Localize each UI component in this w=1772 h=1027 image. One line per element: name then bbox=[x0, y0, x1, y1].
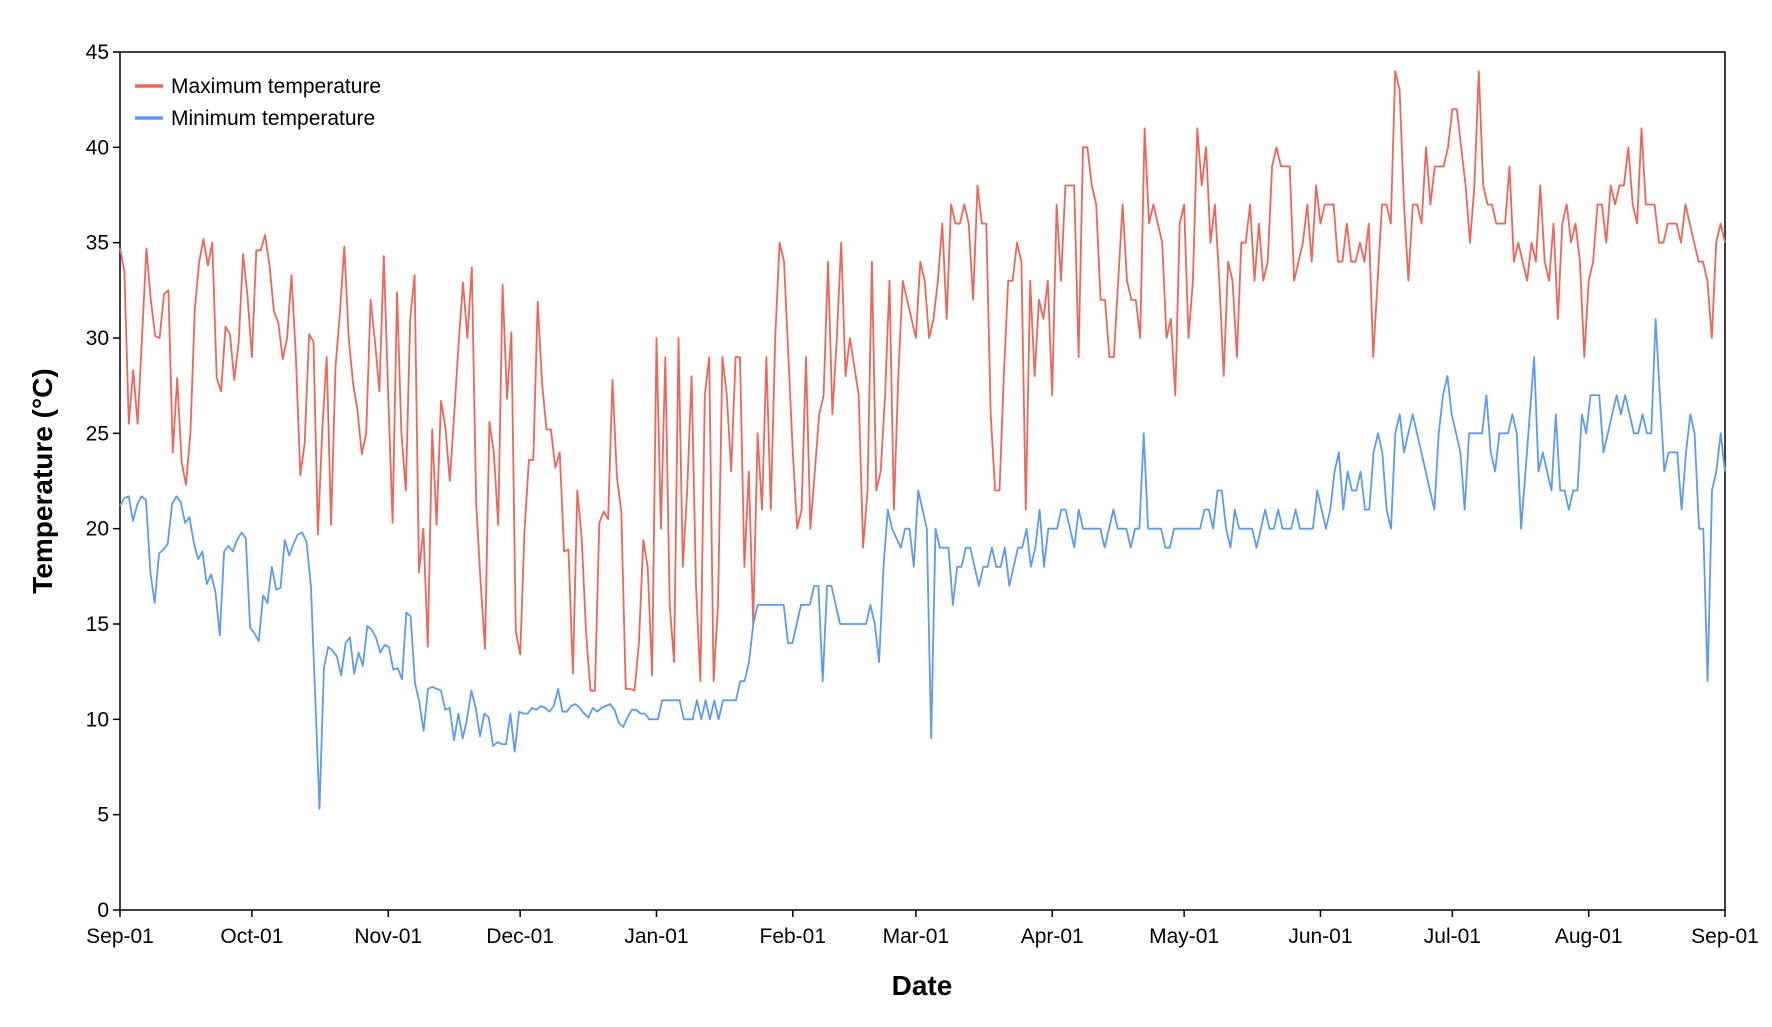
y-tick-label: 0 bbox=[97, 899, 109, 922]
y-tick-label: 45 bbox=[86, 41, 109, 64]
x-tick-label: Oct-01 bbox=[220, 925, 283, 948]
x-tick-label: Mar-01 bbox=[883, 925, 950, 948]
y-tick-label: 20 bbox=[86, 518, 109, 541]
legend-label-minimum-temperature: Minimum temperature bbox=[171, 107, 375, 130]
x-tick-label: Jun-01 bbox=[1288, 925, 1352, 948]
x-tick-label: Sep-01 bbox=[86, 925, 154, 948]
y-axis-title: Temperature (°C) bbox=[27, 368, 58, 593]
y-axis: 0 5 10 15 20 25 30 35 40 45 bbox=[86, 41, 120, 922]
x-tick-label: Feb-01 bbox=[760, 925, 827, 948]
x-axis: Sep-01 Oct-01 Nov-01 Dec-01 Jan-01 Feb-01 Mar-… bbox=[86, 910, 1759, 948]
x-tick-label: Aug-01 bbox=[1555, 925, 1623, 948]
x-tick-label: Jul-01 bbox=[1424, 925, 1481, 948]
x-tick-label: Nov-01 bbox=[354, 925, 422, 948]
y-tick-label: 30 bbox=[86, 327, 109, 350]
series-line-maximum-temperature bbox=[119, 70, 1726, 692]
x-tick-label: May-01 bbox=[1149, 925, 1219, 948]
y-tick-label: 15 bbox=[86, 613, 109, 636]
x-tick-label: Dec-01 bbox=[486, 925, 554, 948]
legend-label-maximum-temperature: Maximum temperature bbox=[171, 75, 381, 98]
series-layer bbox=[119, 70, 1726, 810]
legend: Maximum temperature Minimum temperature bbox=[135, 75, 381, 130]
y-tick-label: 25 bbox=[86, 422, 109, 445]
y-tick-label: 35 bbox=[86, 232, 109, 255]
x-tick-label: Sep-01 bbox=[1691, 925, 1759, 948]
x-tick-label: Jan-01 bbox=[624, 925, 688, 948]
y-tick-label: 40 bbox=[86, 136, 109, 159]
y-tick-label: 10 bbox=[86, 708, 109, 731]
x-tick-label: Apr-01 bbox=[1021, 925, 1084, 948]
series-line-minimum-temperature bbox=[119, 317, 1726, 810]
plot-area-frame bbox=[119, 51, 1726, 911]
x-axis-title: Date bbox=[892, 970, 953, 1001]
y-tick-label: 5 bbox=[97, 804, 109, 827]
